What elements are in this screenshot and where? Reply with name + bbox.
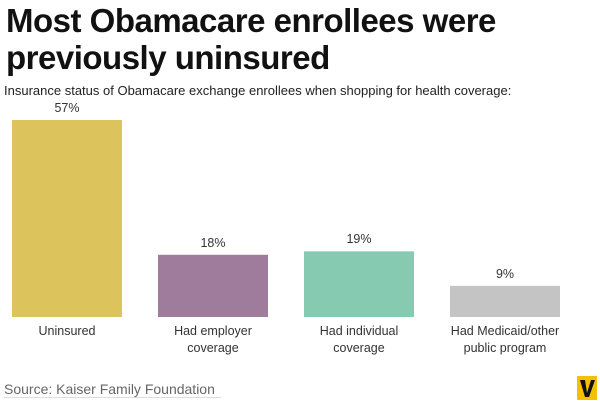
source-note: Source: Kaiser Family Foundation	[4, 381, 221, 398]
x-tick-label: Had individual coverage	[319, 324, 399, 355]
bar	[12, 120, 122, 317]
chart-title: Most Obamacare enrollees were previously…	[6, 2, 496, 76]
x-tick-label: Had employer coverage	[174, 324, 252, 355]
logo	[577, 376, 597, 400]
bar	[158, 254, 268, 317]
chart-subtitle: Insurance status of Obamacare exchange e…	[4, 83, 512, 98]
x-tick-label: Had Medicaid/other public program	[450, 324, 560, 355]
x-tick-label: Uninsured	[38, 324, 96, 338]
value-label: 57%	[54, 101, 80, 115]
value-label: 19%	[346, 232, 372, 247]
bar	[450, 285, 560, 317]
bar	[304, 251, 414, 317]
value-label: 9%	[495, 266, 515, 281]
value-label: 18%	[200, 235, 226, 250]
